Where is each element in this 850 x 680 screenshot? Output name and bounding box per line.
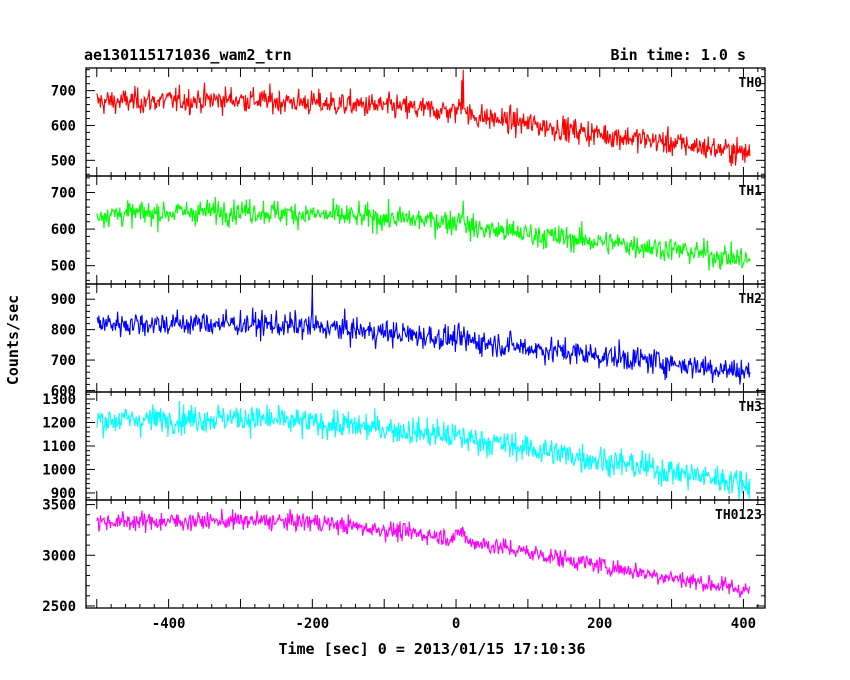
panel-label-th1: TH1 (739, 184, 763, 199)
y-tick-label-th2: 900 (51, 292, 76, 308)
y-tick-label-th1: 600 (51, 222, 76, 238)
y-tick-label-th2: 600 (51, 383, 76, 399)
x-tick-label: -200 (295, 616, 329, 632)
y-tick-label-th3: 1000 (42, 462, 76, 478)
panel-frame-th2 (85, 283, 766, 393)
y-tick-label-th1: 700 (51, 185, 76, 201)
series-line-th0123 (96, 508, 751, 598)
series-line-th1 (96, 196, 751, 271)
panel-frame-th0 (85, 67, 766, 177)
y-tick-label-th0123: 2500 (42, 599, 76, 615)
x-tick-label: 200 (587, 616, 612, 632)
panel-label-th0123: TH0123 (715, 508, 762, 523)
y-tick-label-th0: 600 (51, 118, 76, 134)
y-tick-label-th2: 800 (51, 323, 76, 339)
x-tick-label: 0 (452, 616, 460, 632)
y-tick-label-th2: 700 (51, 353, 76, 369)
panel-label-th0: TH0 (739, 76, 763, 91)
panel-frame-th0123 (85, 499, 766, 609)
y-tick-label-th1: 500 (51, 259, 76, 275)
x-axis-label: Time [sec] 0 = 2013/01/15 17:10:36 (278, 640, 585, 658)
x-tick-label: 400 (731, 616, 756, 632)
panel-frame-th3 (85, 391, 766, 501)
y-tick-label-th3: 1100 (42, 439, 76, 455)
series-line-th3 (96, 401, 751, 500)
series-line-th0 (96, 69, 751, 167)
panel-label-th2: TH2 (739, 292, 762, 307)
x-tick-label: -400 (152, 616, 186, 632)
y-tick-label-th0: 500 (51, 153, 76, 169)
y-axis-label: Counts/sec (4, 295, 22, 385)
y-tick-label-th3: 900 (51, 486, 76, 502)
y-tick-label-th3: 1300 (42, 392, 76, 408)
y-tick-label-th0123: 3500 (42, 498, 76, 514)
panel-frame-th1 (85, 175, 766, 285)
panel-label-th3: TH3 (739, 400, 762, 415)
panels-group: 500 600 700 TH0 500 600 700 TH1 600 700 800 900 TH2 9… (42, 67, 766, 632)
series-line-th2 (96, 285, 751, 385)
y-tick-label-th0123: 3000 (42, 548, 76, 564)
y-tick-label-th3: 1200 (42, 416, 76, 432)
bin-time-label: Bin time: 1.0 s (611, 46, 746, 64)
chart-title: ae130115171036_wam2_trn (84, 46, 292, 64)
y-tick-label-th0: 700 (51, 84, 76, 100)
